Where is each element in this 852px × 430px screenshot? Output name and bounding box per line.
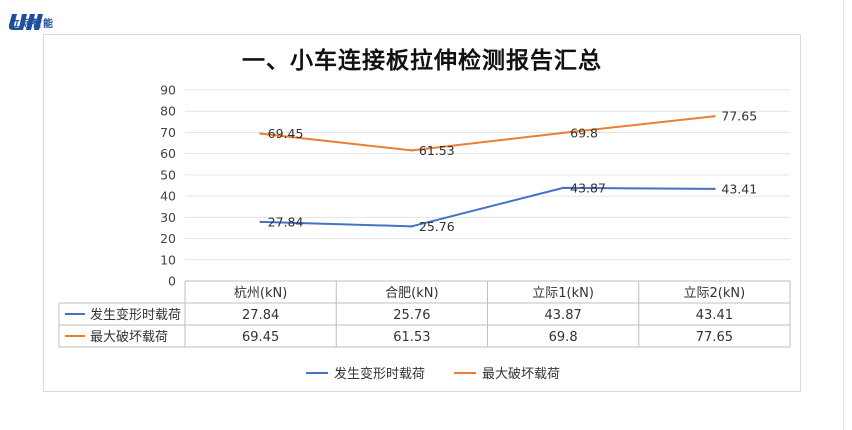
table-cell: 27.84: [242, 308, 279, 323]
y-tick-label: 20: [160, 231, 176, 246]
data-point: [713, 115, 716, 118]
y-tick-label: 90: [160, 83, 176, 98]
logo-mark-icon: [8, 14, 43, 30]
y-tick-label: 70: [160, 125, 176, 140]
series-line: [260, 115, 715, 152]
table-series-name: 发生变形时载荷: [90, 307, 181, 323]
y-tick-label: 40: [160, 189, 176, 204]
x-tick-label: 立际1(kN): [532, 286, 594, 301]
data-label: 61.53: [419, 143, 455, 158]
table-cell: 43.87: [545, 308, 582, 323]
table-cell: 69.8: [549, 330, 578, 345]
table-cell: 43.41: [696, 308, 733, 323]
x-tick-label: 立际2(kN): [684, 286, 746, 301]
series-line: [260, 186, 715, 228]
x-tick-label: 杭州(kN): [234, 286, 287, 301]
data-point: [259, 220, 262, 224]
data-point: [410, 225, 414, 228]
table-cell: 69.45: [242, 330, 279, 345]
line-chart: 0 10 20 30 40 50 60 70 80 90 杭州(kN) 合肥(kN) 立际1(kN) 立际…: [58, 83, 791, 382]
data-point: [713, 187, 716, 191]
brand-logo: 立际智能: [8, 11, 54, 33]
data-label: 77.65: [721, 109, 757, 124]
data-point: [561, 186, 565, 190]
y-tick-label: 0: [168, 274, 176, 289]
y-tick-label: 60: [160, 146, 176, 161]
edge-divider: [843, 0, 844, 430]
data-label: 25.76: [419, 219, 455, 234]
chart-panel: 一、小车连接板拉伸检测报告汇总 0 10 20 30 40 50 60 70 80 90 杭州(kN…: [43, 34, 801, 392]
legend-label: 最大破坏载荷: [482, 367, 560, 382]
data-label: 43.41: [721, 181, 757, 196]
data-point: [410, 149, 414, 152]
y-tick-label: 50: [160, 167, 176, 182]
table-cell: 61.53: [393, 330, 430, 345]
table-cell: 25.76: [393, 308, 430, 323]
y-tick-label: 10: [160, 252, 176, 267]
y-tick-label: 30: [160, 210, 176, 225]
data-label: 69.8: [570, 125, 598, 140]
x-tick-label: 合肥(kN): [385, 286, 438, 301]
data-label: 43.87: [570, 180, 606, 195]
y-tick-label: 80: [160, 104, 176, 119]
data-label: 69.45: [268, 126, 304, 141]
legend-label: 发生变形时载荷: [334, 366, 425, 382]
data-point: [259, 132, 262, 135]
data-label: 27.84: [268, 214, 304, 229]
data-point: [561, 131, 565, 135]
chart-title: 一、小车连接板拉伸检测报告汇总: [242, 48, 602, 74]
table-series-name: 最大破坏载荷: [90, 330, 168, 345]
table-cell: 77.65: [696, 330, 733, 345]
